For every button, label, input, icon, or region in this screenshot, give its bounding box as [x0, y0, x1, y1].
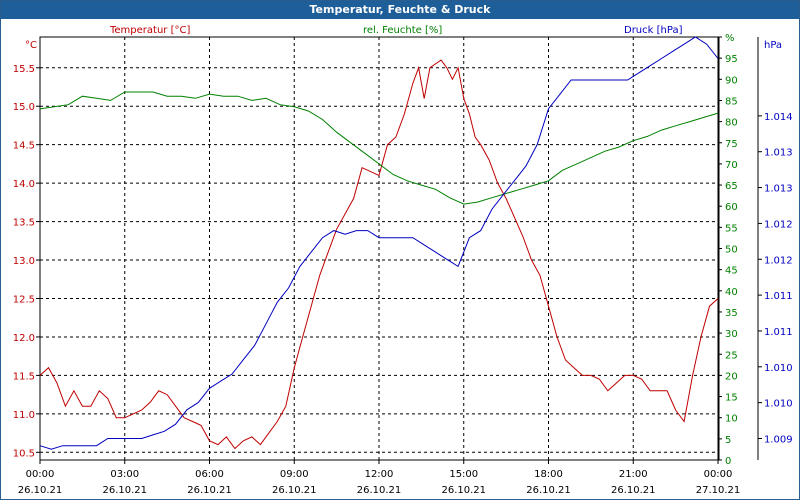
y-tick-temperature: 12.0: [13, 333, 35, 344]
y-tick-humidity: 50: [725, 245, 738, 256]
series-line-humidity: [39, 91, 719, 205]
y-tick-pressure: 1.010: [764, 363, 793, 374]
y-tick-temperature: 11.0: [13, 410, 35, 421]
unit-temperature: °C: [25, 40, 37, 51]
x-tick-date: 26.10.21: [526, 485, 571, 496]
y-tick-temperature: 10.5: [13, 448, 35, 459]
series-line-pressure: [39, 36, 719, 450]
x-tick-time: 09:00: [280, 469, 309, 480]
y-tick-humidity: 10: [725, 414, 738, 425]
x-tick-date: 27.10.21: [696, 485, 741, 496]
y-tick-humidity: 80: [725, 118, 738, 129]
y-tick-humidity: 45: [725, 266, 738, 277]
unit-pressure: hPa: [764, 40, 782, 51]
axes: 00:00 26.10.21 03:00 26.10.21 06:00 26.10.21 0…: [13, 33, 793, 496]
legend: Temperatur [°C] rel. Feuchte [%] Druck […: [109, 25, 683, 36]
y-tick-humidity: 25: [725, 350, 738, 361]
series-lines: [39, 36, 719, 450]
y-tick-pressure: 1.013: [764, 148, 793, 159]
y-tick-humidity: 55: [725, 223, 738, 234]
y-tick-pressure: 1.013: [764, 184, 793, 195]
y-tick-temperature: 13.0: [13, 256, 35, 267]
y-tick-humidity: 0: [725, 456, 731, 467]
x-tick-time: 12:00: [365, 469, 394, 480]
x-tick-date: 26.10.21: [357, 485, 402, 496]
x-tick-time: 18:00: [534, 469, 563, 480]
y-tick-temperature: 11.5: [13, 371, 35, 382]
y-tick-humidity: 5: [725, 435, 731, 446]
y-tick-temperature: 15.5: [13, 64, 35, 75]
x-tick-time: 00:00: [26, 469, 55, 480]
y-tick-temperature: 15.0: [13, 102, 35, 113]
x-tick-time: 15:00: [449, 469, 478, 480]
legend-temperature: Temperatur [°C]: [109, 25, 190, 36]
y-tick-pressure: 1.011: [764, 327, 793, 338]
y-tick-pressure: 1.010: [764, 399, 793, 410]
y-tick-humidity: 70: [725, 160, 738, 171]
y-tick-pressure: 1.009: [764, 434, 793, 445]
x-tick-date: 26.10.21: [611, 485, 656, 496]
x-tick-time: 00:00: [704, 469, 733, 480]
x-tick-time: 03:00: [110, 469, 139, 480]
y-tick-pressure: 1.012: [764, 255, 793, 266]
y-tick-temperature: 12.5: [13, 294, 35, 305]
y-tick-humidity: %: [725, 33, 735, 44]
y-tick-pressure: 1.014: [764, 112, 793, 123]
y-tick-temperature: 13.5: [13, 218, 35, 229]
y-tick-humidity: 60: [725, 202, 738, 213]
y-tick-temperature: 14.0: [13, 179, 35, 190]
legend-humidity: rel. Feuchte [%]: [363, 25, 442, 36]
y-tick-temperature: 14.5: [13, 141, 35, 152]
legend-pressure: Druck [hPa]: [624, 25, 683, 36]
y-tick-pressure: 1.012: [764, 219, 793, 230]
y-tick-humidity: 90: [725, 75, 738, 86]
x-tick-date: 26.10.21: [187, 485, 232, 496]
y-tick-humidity: 65: [725, 181, 738, 192]
y-tick-humidity: 85: [725, 96, 738, 107]
x-tick-date: 26.10.21: [18, 485, 63, 496]
y-tick-humidity: 15: [725, 393, 738, 404]
chart-title: Temperatur, Feuchte & Druck: [1, 1, 799, 19]
x-tick-time: 21:00: [619, 469, 648, 480]
x-tick-date: 26.10.21: [272, 485, 317, 496]
grid: [40, 37, 718, 460]
y-tick-humidity: 40: [725, 287, 738, 298]
y-tick-pressure: 1.011: [764, 291, 793, 302]
y-tick-humidity: 35: [725, 308, 738, 319]
series-line-temperature: [39, 59, 719, 450]
y-tick-humidity: 30: [725, 329, 738, 340]
y-tick-humidity: 95: [725, 54, 738, 65]
x-tick-date: 26.10.21: [102, 485, 147, 496]
y-tick-humidity: 75: [725, 139, 738, 150]
y-tick-humidity: 20: [725, 371, 738, 382]
x-tick-time: 06:00: [195, 469, 224, 480]
x-tick-date: 26.10.21: [441, 485, 486, 496]
